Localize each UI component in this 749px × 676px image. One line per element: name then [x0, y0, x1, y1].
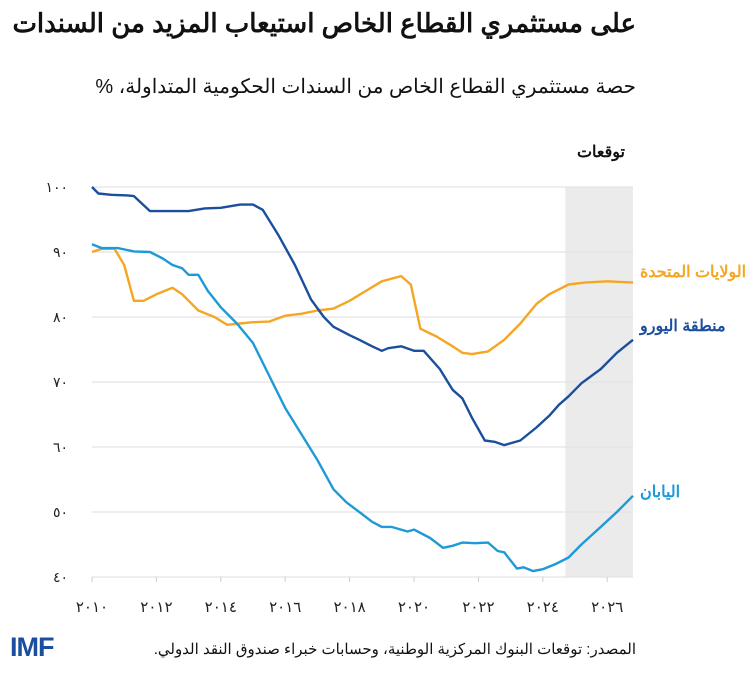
- line-chart: ١٠٠ ٩٠ ٨٠ ٧٠ ٦٠ ٥٠ ٤٠ ٢٠١٠ ٢٠١٢ ٢٠١٤ ٢٠١٦ ٢٠١٨ ٢٠٢٠ ٢…: [45, 180, 746, 616]
- x-tick-label: ٢٠١٦: [269, 598, 301, 616]
- x-tick-label: ٢٠٢٢: [462, 598, 494, 616]
- y-tick-label: ٧٠: [53, 375, 68, 391]
- chart-title: على مستثمري القطاع الخاص استيعاب المزيد …: [12, 8, 636, 38]
- y-tick-label: ٩٠: [53, 245, 68, 261]
- series-label: اليابان: [640, 484, 680, 501]
- x-tick-label: ٢٠٢٠: [398, 598, 430, 616]
- series-label: الولايات المتحدة: [640, 264, 746, 282]
- series-line-0: [91, 247, 634, 356]
- x-tick-label: ٢٠١٠: [76, 598, 108, 616]
- imf-logo: IMF: [10, 632, 54, 662]
- source-note: المصدر: توقعات البنوك المركزية الوطنية، …: [153, 641, 636, 658]
- x-tick-label: ٢٠١٨: [333, 598, 365, 616]
- x-tick-label: ٢٠١٢: [140, 598, 172, 616]
- forecast-label: توقعات: [576, 144, 625, 161]
- series-line-1: [91, 186, 634, 447]
- series-line-2: [91, 243, 634, 573]
- x-tick-label: ٢٠٢٤: [527, 598, 559, 616]
- x-tick-label: ٢٠٢٦: [591, 598, 623, 616]
- series-label: منطقة اليورو: [639, 318, 726, 336]
- chart-subtitle: حصة مستثمري القطاع الخاص من السندات الحك…: [95, 76, 636, 98]
- y-tick-label: ٥٠: [53, 505, 68, 521]
- x-tick-label: ٢٠١٤: [205, 598, 237, 616]
- y-tick-label: ١٠٠: [45, 180, 68, 196]
- y-tick-label: ٨٠: [53, 310, 68, 326]
- y-tick-label: ٦٠: [53, 440, 68, 456]
- y-tick-label: ٤٠: [53, 570, 68, 586]
